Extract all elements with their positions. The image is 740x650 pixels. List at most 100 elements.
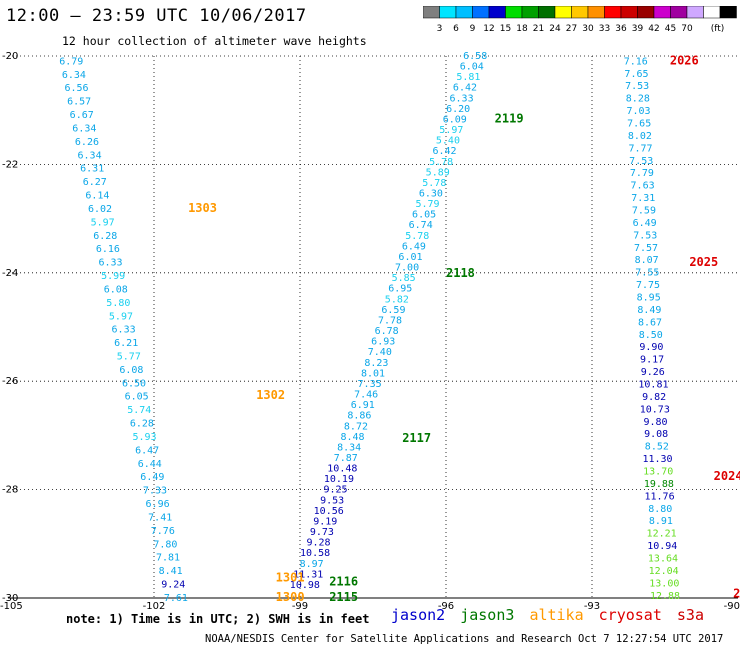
wave-height-value: 8.28 <box>626 94 650 105</box>
scale-tick-label: 3 <box>437 24 443 34</box>
wave-height-value: 9.53 <box>320 495 344 506</box>
wave-height-value: 6.09 <box>443 114 467 125</box>
wave-height-value: 7.03 <box>626 106 650 117</box>
wave-height-value: 6.91 <box>351 400 375 411</box>
wave-height-value: 6.34 <box>78 150 102 161</box>
footer-note: note: 1) Time is in UTC; 2) SWH is in fe… <box>66 612 370 626</box>
wave-height-value: 6.28 <box>130 419 154 430</box>
scale-tick-label: 39 <box>632 24 644 34</box>
x-tick-label: -96 <box>438 601 454 610</box>
pass-label: 2025 <box>689 255 718 269</box>
wave-height-value: 8.49 <box>637 305 661 316</box>
wave-height-value: 13.70 <box>643 467 673 478</box>
wave-height-value: 6.96 <box>146 499 170 510</box>
wave-height-value: 5.82 <box>385 294 409 305</box>
wave-height-value: 6.56 <box>64 83 88 94</box>
wave-height-value: 7.57 <box>634 243 658 254</box>
wave-height-value: 7.77 <box>629 143 653 154</box>
wave-height-value: 6.49 <box>140 472 164 483</box>
wave-height-value: 9.25 <box>323 485 347 496</box>
wave-height-value: 6.05 <box>412 210 436 221</box>
wave-height-value: 7.53 <box>625 81 649 92</box>
wave-height-value: 6.59 <box>381 305 405 316</box>
wave-height-value: 13.00 <box>649 578 679 589</box>
wave-height-value: 6.58 <box>463 51 487 62</box>
wave-height-value: 6.95 <box>388 284 412 295</box>
wave-height-value: 8.86 <box>347 411 371 422</box>
wave-height-value: 6.42 <box>453 83 477 94</box>
pass-label: 2118 <box>446 266 475 280</box>
scale-tick-label: 45 <box>665 24 676 34</box>
wave-height-value: 9.80 <box>643 417 667 428</box>
wave-height-value: 6.28 <box>93 231 117 242</box>
wave-height-value: 6.34 <box>62 70 86 81</box>
wave-height-value: 5.93 <box>132 432 156 443</box>
wave-height-value: 10.19 <box>324 474 354 485</box>
wave-height-value: 7.40 <box>368 347 392 358</box>
wave-height-value: 7.79 <box>630 168 654 179</box>
wave-height-value: 5.97 <box>109 311 133 322</box>
wave-height-value: 9.28 <box>306 538 330 549</box>
wave-height-value: 8.52 <box>645 442 669 453</box>
pass-label: 2026 <box>670 53 699 67</box>
wave-height-value: 5.81 <box>456 72 480 83</box>
scale-tick-label: 42 <box>648 24 659 34</box>
wave-height-value: 7.41 <box>148 512 172 523</box>
scale-tick-label: 15 <box>500 24 511 34</box>
wave-height-value: 5.89 <box>426 167 450 178</box>
pass-label: 1303 <box>188 201 217 215</box>
wave-height-value: 6.57 <box>67 97 91 108</box>
scale-tick-label: 36 <box>615 24 627 34</box>
wave-height-value: 6.26 <box>75 137 99 148</box>
wave-height-value: 6.33 <box>450 93 474 104</box>
wave-height-value: 19.88 <box>644 479 674 490</box>
y-tick-label: -20 <box>2 51 18 62</box>
wave-height-value: 9.26 <box>641 367 665 378</box>
wave-height-value: 10.73 <box>640 404 670 415</box>
wave-height-value: 6.08 <box>119 365 143 376</box>
y-tick-label: -24 <box>2 268 18 279</box>
wave-height-value: 9.19 <box>313 516 337 527</box>
wave-height-value: 7.81 <box>156 553 180 564</box>
wave-height-value: 8.01 <box>361 368 385 379</box>
wave-height-value: 6.44 <box>138 459 162 470</box>
wave-height-value: 7.31 <box>631 193 655 204</box>
wave-height-value: 8.02 <box>628 131 652 142</box>
pass-label: 1300 <box>276 590 305 604</box>
wave-height-value: 6.14 <box>85 191 109 202</box>
page-subtitle: 12 hour collection of altimeter wave hei… <box>62 34 367 48</box>
wave-height-value: 6.02 <box>88 204 112 215</box>
y-tick-label: -26 <box>2 376 18 387</box>
wave-height-value: 6.42 <box>432 146 456 157</box>
wave-height-value: 6.04 <box>460 62 484 73</box>
wave-height-value: 11.30 <box>642 454 672 465</box>
wave-height-value: 5.78 <box>422 178 446 189</box>
wave-height-value: 9.73 <box>310 527 334 538</box>
wave-height-value: 5.99 <box>101 271 125 282</box>
wave-height-value: 7.76 <box>151 526 175 537</box>
pass-label: 2119 <box>495 111 524 125</box>
wave-height-value: 6.47 <box>135 445 159 456</box>
wave-height-value: 10.58 <box>300 548 330 559</box>
wave-height-value: 7.75 <box>636 280 660 291</box>
wave-height-value: 9.17 <box>640 355 664 366</box>
wave-height-value: 6.93 <box>371 337 395 348</box>
legend-s3a: s3a <box>676 606 704 624</box>
wave-height-value: 8.91 <box>649 516 673 527</box>
wave-height-value: 7.53 <box>629 156 653 167</box>
wave-height-value: 6.21 <box>114 338 138 349</box>
wave-height-value: 10.48 <box>327 464 357 475</box>
wave-height-value: 5.80 <box>106 298 130 309</box>
wave-height-value: 7.16 <box>624 56 648 67</box>
wave-height-value: 7.61 <box>164 593 188 604</box>
wave-height-value: 10.98 <box>290 580 320 591</box>
wave-height-value: 8.50 <box>639 330 663 341</box>
wave-height-value: 8.97 <box>300 559 324 570</box>
wave-height-value: 6.33 <box>98 258 122 269</box>
wave-height-value: 7.00 <box>395 263 419 274</box>
wave-height-value: 7.46 <box>354 390 378 401</box>
pass-label: 2115 <box>329 590 358 604</box>
scale-unit-label: (ft) <box>711 24 725 34</box>
x-tick-label: -93 <box>584 601 600 610</box>
credit-line: NOAA/NESDIS Center for Satellite Applica… <box>205 633 724 645</box>
